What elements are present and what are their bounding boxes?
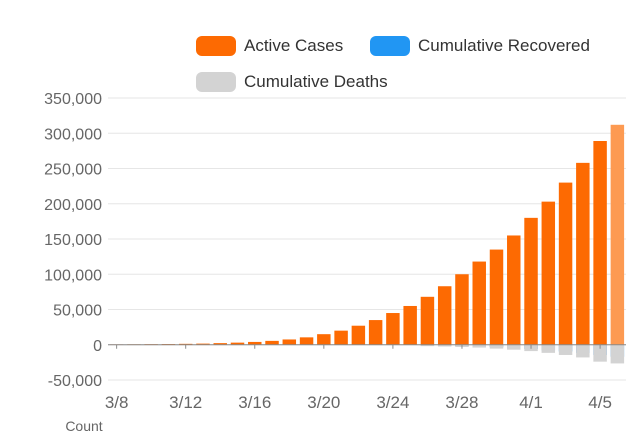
bar-active-cases: [403, 305, 417, 345]
y-tick-label: -50,000: [48, 373, 102, 390]
legend-swatch-recovered: [370, 36, 410, 56]
y-tick-label: 150,000: [44, 232, 102, 249]
bar-active-cases: [248, 341, 262, 345]
bar-active-cases: [437, 286, 452, 345]
bar-active-cases: [196, 343, 210, 345]
bar-cumulative-deaths: [576, 344, 590, 358]
bar-active-cases: [351, 325, 366, 345]
x-axis-label: Count: [65, 418, 102, 434]
bar-active-cases: [472, 261, 486, 345]
legend-active-cases[interactable]: Active Cases: [196, 36, 343, 56]
bar-active-cases: [507, 235, 521, 345]
bar-cumulative-deaths: [541, 344, 556, 353]
bar-active-cases: [299, 337, 314, 345]
y-tick-label: 0: [93, 338, 102, 355]
x-tick-label: 3/16: [238, 393, 271, 412]
bar-active-cases: [213, 343, 227, 345]
x-tick-label: 3/8: [105, 393, 129, 412]
legend-swatch-deaths: [196, 72, 236, 92]
x-tick-label: 3/24: [376, 393, 409, 412]
legend-label-active: Active Cases: [244, 36, 344, 55]
bar-cumulative-deaths: [437, 344, 452, 347]
bar-cumulative-deaths: [593, 344, 607, 362]
bar-active-cases: [334, 330, 348, 345]
bar-active-cases: [420, 296, 435, 345]
bar-active-cases: [558, 182, 573, 345]
bar-active-cases: [455, 274, 469, 345]
bar-active-cases: [524, 217, 538, 345]
y-tick-label: 300,000: [44, 126, 102, 143]
bar-active-cases: [610, 124, 625, 345]
y-tick-label: 200,000: [44, 197, 102, 214]
y-tick-label: 350,000: [44, 91, 102, 108]
bar-active-cases: [593, 141, 607, 345]
bar-active-cases: [386, 313, 400, 345]
legend-label-deaths: Cumulative Deaths: [244, 72, 388, 91]
bar-active-cases: [368, 320, 383, 345]
bar-active-cases: [489, 249, 504, 345]
x-tick-label: 3/12: [169, 393, 202, 412]
legend-swatch-active: [196, 36, 236, 56]
bar-active-cases: [265, 340, 279, 345]
legend-cumulative-deaths[interactable]: Cumulative Deaths: [196, 72, 388, 92]
legend-cumulative-recovered[interactable]: Cumulative Recovered: [370, 36, 590, 56]
x-tick-label: 4/5: [588, 393, 612, 412]
y-tick-label: 250,000: [44, 162, 102, 179]
x-tick-label: 3/20: [307, 393, 340, 412]
bar-active-cases: [541, 201, 556, 345]
y-tick-label: 100,000: [44, 267, 102, 284]
y-tick-label: 50,000: [53, 303, 102, 320]
bar-cumulative-deaths: [489, 344, 504, 349]
bar-active-cases: [317, 334, 331, 345]
bar-active-cases: [230, 342, 245, 345]
bar-cumulative-deaths: [507, 344, 521, 350]
bar-cumulative-deaths: [420, 344, 435, 347]
bar-cumulative-deaths: [472, 344, 486, 348]
legend-label-recovered: Cumulative Recovered: [418, 36, 590, 55]
bar-cumulative-deaths: [558, 344, 573, 355]
bar-active-cases: [282, 339, 297, 345]
x-tick-label: 4/1: [519, 393, 543, 412]
bar-cumulative-deaths: [610, 344, 625, 364]
x-tick-label: 3/28: [445, 393, 478, 412]
bar-active-cases: [576, 162, 590, 345]
